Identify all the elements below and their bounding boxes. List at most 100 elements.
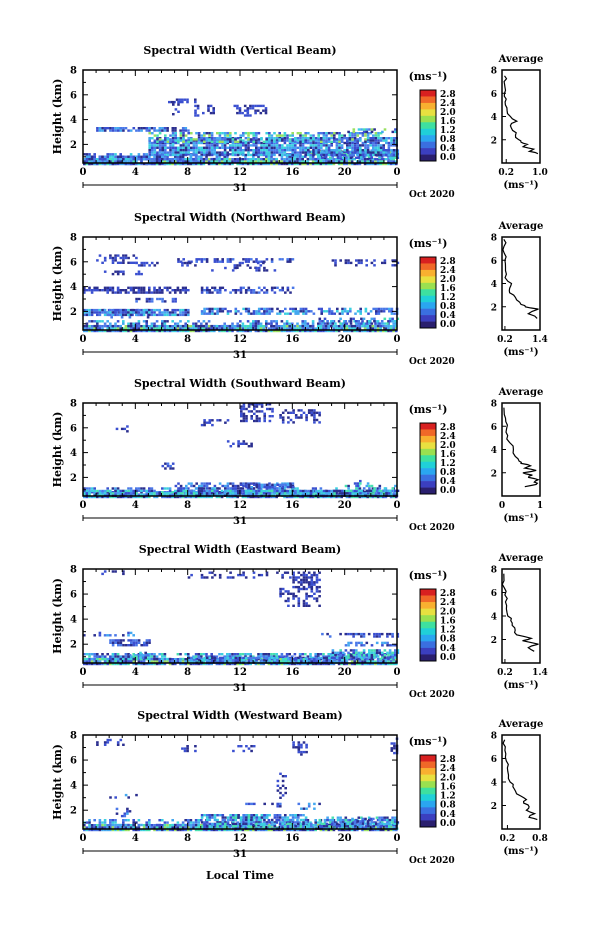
vertical-cell: [101, 160, 104, 163]
northward-cell: [181, 327, 185, 330]
southward-cell: [245, 419, 248, 423]
vertical-cell: [259, 111, 263, 115]
southward-cell: [307, 411, 311, 414]
vertical-cell: [194, 111, 197, 115]
southward-cell: [242, 417, 246, 420]
eastward-cell: [231, 655, 234, 658]
eastward-cell: [205, 655, 208, 658]
southward-cell: [359, 492, 362, 495]
vertical-cell: [200, 158, 203, 161]
vertical-cell: [327, 144, 331, 147]
northward-cell: [270, 310, 274, 313]
vertical-cell: [205, 160, 208, 163]
northward-cell: [349, 320, 353, 323]
eastward-cell: [148, 662, 151, 666]
southward-cell: [171, 493, 174, 496]
southward-cell: [367, 492, 370, 495]
vertical-cell: [208, 132, 211, 135]
vertical-cell: [333, 139, 336, 142]
northward-cell: [341, 322, 345, 325]
vertical-cell: [119, 158, 122, 161]
southward-cell: [205, 484, 209, 488]
vertical-cell: [90, 162, 94, 166]
vertical-cell: [312, 141, 315, 145]
eastward-cell: [356, 662, 359, 666]
southward-cell: [115, 427, 119, 431]
vertical-cell: [288, 153, 292, 157]
eastward-cell: [150, 660, 154, 663]
vertical-cell: [239, 149, 242, 152]
vertical-cell: [267, 155, 271, 158]
northward-cell: [337, 320, 341, 323]
southward-cell: [90, 495, 94, 499]
vertical-cell: [155, 162, 159, 166]
eastward-cell: [382, 662, 385, 666]
southward-cell: [281, 416, 285, 419]
northward-cell: [241, 327, 245, 330]
northward-cell: [111, 256, 115, 260]
southward-cell: [242, 405, 246, 408]
northward-cell: [218, 291, 222, 294]
vertical-cell: [304, 155, 307, 158]
vertical-cell: [255, 146, 258, 149]
vertical-cell: [346, 138, 349, 141]
southward-average-xlabel: (ms⁻¹): [503, 513, 538, 524]
northward-cell: [289, 312, 292, 315]
northward-cell: [122, 322, 125, 325]
vertical-cell: [288, 134, 292, 137]
vertical-cell: [187, 129, 190, 132]
northward-cell: [103, 308, 107, 312]
vertical-cell: [213, 151, 216, 154]
northward-cell: [194, 327, 198, 330]
northward-cell: [272, 320, 276, 323]
vertical-cell: [229, 132, 232, 135]
southward-cell: [359, 479, 362, 483]
eastward-cell: [244, 655, 247, 658]
vertical-cell: [291, 151, 294, 154]
vertical-heatmap: [83, 98, 400, 166]
vertical-cell: [208, 153, 211, 157]
vertical-cell: [228, 160, 232, 163]
vertical-cell: [285, 155, 289, 158]
northward-cell: [254, 322, 258, 325]
vertical-cell: [357, 156, 361, 159]
vertical-cell: [309, 155, 312, 158]
vertical-cell: [304, 134, 307, 137]
northward-cell: [383, 317, 387, 320]
northward-cell: [124, 308, 128, 312]
vertical-cell: [184, 153, 188, 157]
northward-cell: [322, 329, 325, 333]
vertical-cell: [243, 114, 247, 117]
vertical-cell: [187, 160, 190, 163]
northward-cell: [270, 260, 274, 263]
northward-cell: [325, 310, 329, 313]
southward-colorbar-tick-label: 1.6: [440, 450, 456, 460]
northward-cell: [260, 312, 264, 315]
southward-cell: [346, 492, 349, 495]
northward-cell: [289, 307, 292, 311]
southward-cell: [116, 487, 120, 490]
northward-cell: [257, 266, 261, 270]
northward-cell: [380, 310, 383, 313]
northward-cell: [285, 327, 289, 330]
southward-cell: [216, 487, 219, 490]
northward-cell: [380, 307, 383, 311]
northward-cell: [244, 327, 247, 330]
northward-cell: [257, 329, 260, 333]
vertical-cell: [158, 146, 162, 149]
vertical-cell: [234, 153, 237, 157]
eastward-cell: [340, 662, 343, 666]
vertical-cell: [85, 160, 89, 163]
northward-cell: [291, 310, 295, 313]
southward-cell: [171, 491, 174, 494]
vertical-cell: [265, 151, 268, 154]
vertical-cell: [327, 162, 330, 166]
vertical-cell: [255, 134, 258, 137]
southward-cell: [240, 405, 243, 408]
vertical-day-label: 31: [233, 183, 247, 194]
northward-cell: [205, 322, 208, 325]
vertical-cell: [322, 160, 325, 163]
northward-cell: [239, 289, 243, 292]
southward-cell: [279, 416, 282, 419]
northward-cell: [257, 327, 260, 330]
